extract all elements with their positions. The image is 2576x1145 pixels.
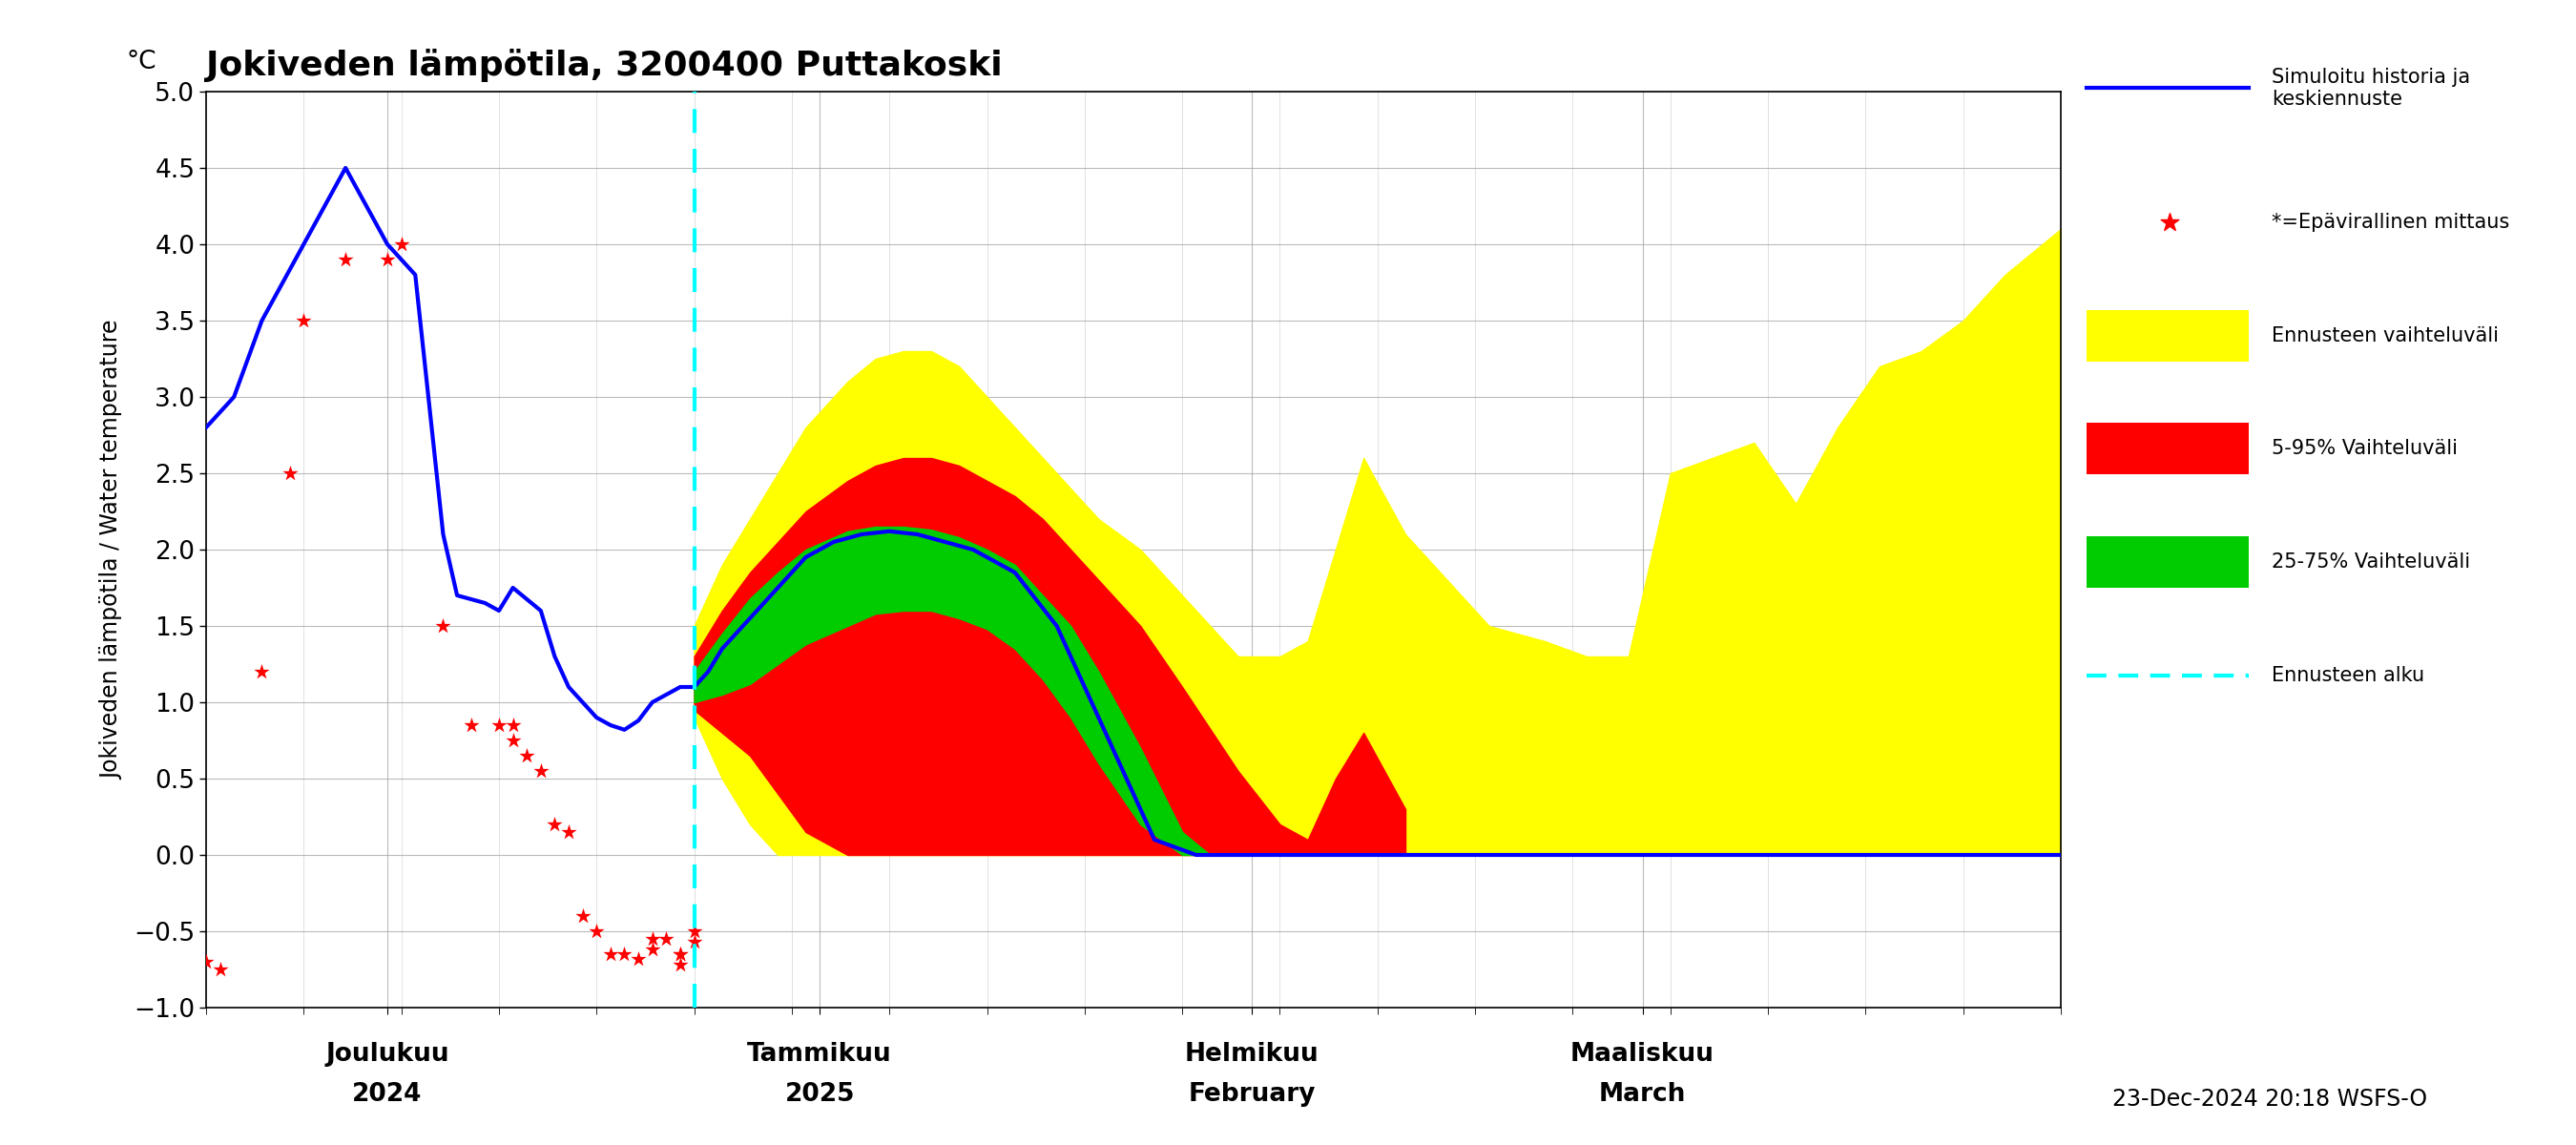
Point [672, 922, 714, 940]
Point [198, 961, 240, 979]
Text: February: February [1188, 1082, 1316, 1107]
FancyBboxPatch shape [2087, 423, 2249, 474]
Point [659, 956, 701, 974]
Point [533, 815, 574, 834]
Point [242, 663, 283, 681]
Point [647, 930, 688, 948]
Text: Maaliskuu: Maaliskuu [1571, 1042, 1716, 1067]
Point [631, 940, 672, 958]
Text: 23-Dec-2024 20:18 WSFS-O: 23-Dec-2024 20:18 WSFS-O [2112, 1088, 2427, 1111]
Text: 5-95% Vaihteluväli: 5-95% Vaihteluväli [2272, 440, 2458, 458]
Point [549, 823, 590, 842]
Point [507, 747, 549, 765]
Point [422, 617, 464, 635]
Text: Tammikuu: Tammikuu [747, 1042, 891, 1067]
FancyBboxPatch shape [2087, 309, 2249, 362]
Point [659, 945, 701, 963]
Text: Ennusteen vaihteluväli: Ennusteen vaihteluväli [2272, 326, 2499, 345]
Point [185, 953, 227, 971]
Point [479, 716, 520, 734]
Point [268, 464, 309, 482]
Text: Simuloitu historia ja
keskiennuste: Simuloitu historia ja keskiennuste [2272, 68, 2470, 109]
Point [562, 907, 603, 925]
FancyBboxPatch shape [2087, 536, 2249, 589]
Point [590, 945, 631, 963]
Point [366, 251, 407, 269]
Text: 2025: 2025 [786, 1082, 855, 1107]
Text: Ennusteen alku: Ennusteen alku [2272, 666, 2424, 685]
Point [659, 945, 701, 963]
Point [381, 235, 422, 253]
Text: *=Epävirallinen mittaus: *=Epävirallinen mittaus [2272, 213, 2509, 231]
Point [283, 311, 325, 330]
Text: °C: °C [126, 49, 157, 74]
Point [603, 945, 644, 963]
Point [672, 933, 714, 951]
Point [631, 930, 672, 948]
Text: March: March [1600, 1082, 1687, 1107]
Point [492, 716, 533, 734]
Text: Jokiveden lämpötila, 3200400 Puttakoski: Jokiveden lämpötila, 3200400 Puttakoski [206, 49, 1002, 82]
Point [451, 716, 492, 734]
Point [618, 949, 659, 968]
Text: 2024: 2024 [353, 1082, 422, 1107]
Point [577, 922, 618, 940]
Y-axis label: Jokiveden lämpötila / Water temperature: Jokiveden lämpötila / Water temperature [100, 319, 124, 780]
Text: Joulukuu: Joulukuu [325, 1042, 448, 1067]
Text: 25-75% Vaihteluväli: 25-75% Vaihteluväli [2272, 553, 2470, 571]
Text: Helmikuu: Helmikuu [1185, 1042, 1319, 1067]
Point [325, 251, 366, 269]
Point [520, 761, 562, 780]
Point [492, 732, 533, 750]
